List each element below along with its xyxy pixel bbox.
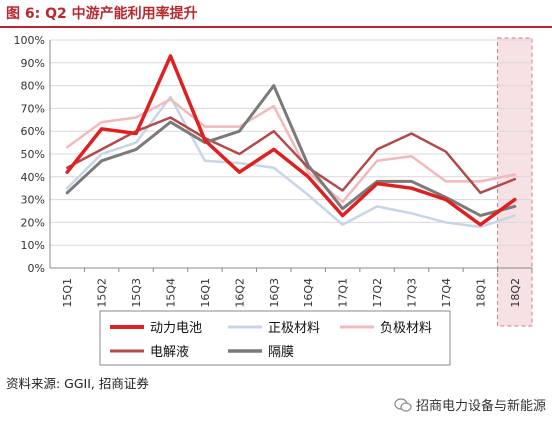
y-tick-label: 90% — [21, 57, 45, 70]
series-line-1 — [65, 95, 517, 229]
series-line-2 — [65, 98, 517, 204]
series-line-3 — [65, 116, 517, 195]
source-note: 资料来源: GGII, 招商证券 — [6, 376, 149, 391]
x-tick-label: 18Q1 — [474, 278, 487, 308]
x-tick-label: 15Q1 — [61, 278, 74, 308]
y-tick-label: 40% — [21, 171, 45, 184]
y-tick-label: 50% — [21, 148, 45, 161]
y-tick-label: 10% — [21, 239, 45, 252]
legend-label: 负极材料 — [380, 321, 432, 336]
legend-box — [99, 310, 451, 366]
y-tick-label: 100% — [14, 34, 45, 47]
watermark-text: 招商电力设备与新能源 — [415, 399, 546, 414]
x-tick-label: 17Q3 — [406, 278, 419, 308]
x-tick-label: 16Q4 — [302, 278, 315, 308]
line-chart: 0% 10% 20% 30% 40% 50% 60% 70% 80% 90% 100% 15Q1 15Q… — [14, 34, 533, 366]
series-line-4 — [65, 84, 517, 218]
series-line-0 — [65, 54, 517, 227]
y-tick-label: 80% — [21, 80, 45, 93]
x-tick-label: 15Q3 — [130, 278, 143, 308]
x-tick-label: 17Q2 — [371, 278, 384, 308]
watermark: 招商电力设备与新能源 — [394, 395, 546, 414]
x-tick-label: 15Q2 — [96, 278, 109, 308]
wechat-icon — [394, 398, 412, 412]
legend-label: 动力电池 — [150, 321, 202, 336]
x-tick-label: 17Q4 — [440, 278, 453, 308]
y-tick-label: 30% — [21, 194, 45, 207]
legend-label: 隔膜 — [268, 345, 294, 360]
y-tick-label: 0% — [28, 262, 45, 275]
x-tick-label: 17Q1 — [337, 278, 350, 308]
x-tick-label: 16Q1 — [199, 278, 212, 308]
figure-title: 图 6: Q2 中游产能利用率提升 — [6, 6, 198, 22]
legend-label: 正极材料 — [268, 321, 320, 336]
title-bar: 图 6: Q2 中游产能利用率提升 — [0, 0, 552, 28]
y-tick-label: 20% — [21, 216, 45, 229]
y-tick-label: 60% — [21, 125, 45, 138]
x-tick-label: 15Q4 — [165, 278, 178, 308]
x-tick-label: 18Q2 — [509, 278, 522, 308]
x-tick-label: 16Q3 — [268, 278, 281, 308]
x-tick-label: 16Q2 — [233, 278, 246, 308]
y-tick-label: 70% — [21, 102, 45, 115]
legend-label: 电解液 — [150, 345, 189, 360]
